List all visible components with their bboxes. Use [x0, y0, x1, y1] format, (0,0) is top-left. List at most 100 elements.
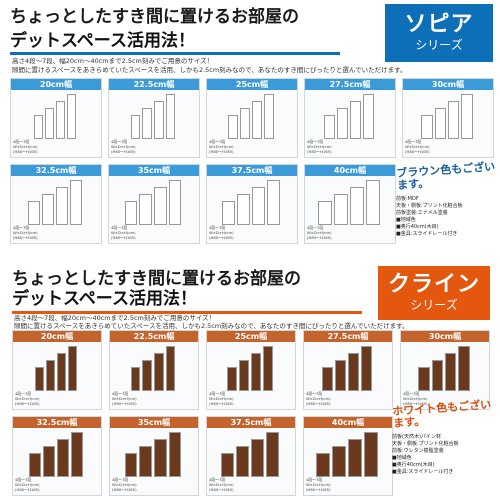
cabinet-unit	[56, 101, 65, 139]
product-cell[interactable]: 40cm幅 4段〜7段 W×D×H(cm) (H80〜H165)	[304, 164, 396, 244]
width-label: 22.5cm幅	[109, 79, 199, 90]
product-cell[interactable]: 35cm幅 4段〜7段 W×D×H(cm) (H80〜H165)	[109, 416, 199, 496]
material-line: 前板塗装:エナメル塗装	[396, 210, 448, 216]
cabinet-lineup-image	[226, 345, 276, 391]
product-cell[interactable]: 30cm幅 4段〜7段 W×D×H(cm) (H80〜H165)	[400, 330, 490, 410]
cabinet-unit	[250, 439, 265, 477]
cabinet-lineup-image	[35, 345, 79, 391]
product-cell[interactable]: 40cm幅 4段〜7段 W×D×H(cm) (H80〜H165)	[303, 416, 393, 496]
cabinet-lineup-image	[227, 93, 277, 139]
cabinet-unit	[363, 432, 378, 477]
klein-section: ちょっとしたすき間に置けるお部屋の デットスペース活用法！ クライン シリーズ …	[0, 258, 500, 500]
product-cell[interactable]: 32.5cm幅 4段〜7段 W×D×H(cm) (H80〜H165)	[12, 416, 102, 496]
spec-line: (H80〜H165)	[209, 149, 234, 154]
series-badge: ソピア シリーズ	[385, 4, 493, 62]
cabinet-unit	[335, 360, 346, 391]
headline-line2: デットスペース活用法！	[12, 289, 197, 309]
spec-line: W×D×H(cm)	[209, 144, 234, 149]
width-label: 37.5cm幅	[207, 165, 297, 176]
cabinet-unit	[350, 101, 361, 139]
product-cell[interactable]: 25cm幅 4段〜7段 W×D×H(cm) (H80〜H165)	[206, 78, 298, 158]
cabinet-unit	[34, 115, 43, 139]
spec-line: 4段〜7段	[209, 139, 226, 144]
cabinet-unit	[332, 446, 346, 477]
cabinet-unit	[153, 101, 164, 139]
cabinet-lineup-image	[220, 431, 282, 477]
cabinet-unit	[264, 94, 275, 139]
spec-line: 4段〜7段	[209, 225, 226, 230]
cabinet-unit	[124, 201, 138, 225]
spec-line: W×D×H(cm)	[111, 144, 136, 149]
width-label: 35cm幅	[110, 417, 198, 428]
cabinet-unit	[348, 439, 362, 477]
product-cell[interactable]: 20cm幅 4段〜7段 W×D×H(cm) (H80〜H165)	[12, 330, 102, 410]
width-label: 30cm幅	[401, 331, 489, 342]
spec-line: W×D×H(cm)	[306, 396, 331, 401]
cabinet-unit	[362, 94, 374, 139]
material-line: 天板・側板:プリント化粧合板	[392, 441, 459, 447]
spec-line: (H80〜H165)	[112, 487, 137, 492]
cabinet-unit	[68, 346, 77, 391]
spec-line: 4段〜7段	[13, 225, 30, 230]
cabinet-unit	[458, 346, 470, 391]
material-line: 前板(天然木)パイン材	[392, 434, 441, 440]
spec-line: W×D×H(cm)	[112, 482, 137, 487]
product-cell[interactable]: 27.5cm幅 4段〜7段 W×D×H(cm) (H80〜H165)	[304, 78, 396, 158]
product-cell[interactable]: 25cm幅 4段〜7段 W×D×H(cm) (H80〜H165)	[206, 330, 296, 410]
cabinet-unit	[238, 360, 249, 391]
spec-line: (H80〜H165)	[13, 235, 38, 240]
product-cell[interactable]: 32.5cm幅 4段〜7段 W×D×H(cm) (H80〜H165)	[10, 164, 102, 244]
cabinet-lineup-image	[124, 431, 183, 477]
cabinet-unit	[365, 180, 380, 225]
cabinet-lineup-image	[318, 179, 381, 225]
cabinet-unit	[418, 367, 430, 391]
headline-underline	[12, 311, 362, 314]
spec-line: (H80〜H165)	[111, 235, 136, 240]
blurb-line1: 高さ4段〜7段、幅20cm〜40cmまで2.5cm刻みでご用意のサイズ！	[12, 57, 214, 65]
material-line: ■地域色	[392, 455, 412, 461]
spec-line: 4段〜7段	[111, 225, 128, 230]
cabinet-unit	[142, 360, 152, 391]
spec-line: (H80〜H165)	[405, 149, 430, 154]
width-label: 30cm幅	[403, 79, 493, 90]
cabinet-unit	[153, 187, 167, 225]
product-cell[interactable]: 37.5cm幅 4段〜7段 W×D×H(cm) (H80〜H165)	[206, 416, 296, 496]
cabinet-unit	[431, 360, 443, 391]
spec-line: W×D×H(cm)	[13, 230, 38, 235]
width-label: 32.5cm幅	[11, 165, 101, 176]
cabinet-lineup-image	[29, 431, 85, 477]
cabinet-unit	[316, 453, 331, 477]
width-label: 20cm幅	[13, 331, 101, 342]
spec-line: 4段〜7段	[209, 477, 226, 482]
product-cell[interactable]: 37.5cm幅 4段〜7段 W×D×H(cm) (H80〜H165)	[206, 164, 298, 244]
spec-line: 4段〜7段	[15, 477, 32, 482]
spec-line: 4段〜7段	[112, 477, 129, 482]
cabinet-unit	[251, 187, 266, 225]
spec-line: (H80〜H165)	[111, 149, 136, 154]
spec-line: W×D×H(cm)	[306, 482, 331, 487]
spec-line: 4段〜7段	[307, 139, 324, 144]
product-cell[interactable]: 27.5cm幅 4段〜7段 W×D×H(cm) (H80〜H165)	[303, 330, 393, 410]
spec-line: 4段〜7段	[403, 391, 420, 396]
spec-line: W×D×H(cm)	[209, 482, 234, 487]
cabinet-unit	[43, 446, 55, 477]
spec-line: 4段〜7段	[405, 139, 422, 144]
cabinet-unit	[239, 108, 250, 139]
cabinet-unit	[318, 201, 333, 225]
width-label: 22.5cm幅	[110, 331, 198, 342]
width-label: 37.5cm幅	[207, 417, 295, 428]
spec-line: (H80〜H165)	[112, 401, 137, 406]
series-name: ソピア	[404, 12, 474, 37]
cabinet-unit	[168, 180, 182, 225]
cabinet-unit	[130, 367, 141, 391]
product-cell[interactable]: 35cm幅 4段〜7段 W×D×H(cm) (H80〜H165)	[108, 164, 200, 244]
product-cell[interactable]: 20cm幅 4段〜7段 W×D×H(cm) (H80〜H165)	[10, 78, 102, 158]
cabinet-unit	[46, 360, 55, 391]
cabinet-unit	[448, 101, 460, 139]
material-line: ■金具:スライドレール付き	[396, 231, 458, 237]
product-cell[interactable]: 22.5cm幅 4段〜7段 W×D×H(cm) (H80〜H165)	[108, 78, 200, 158]
width-label: 25cm幅	[207, 331, 295, 342]
product-cell[interactable]: 22.5cm幅 4段〜7段 W×D×H(cm) (H80〜H165)	[109, 330, 199, 410]
product-cell[interactable]: 30cm幅 4段〜7段 W×D×H(cm) (H80〜H165)	[402, 78, 494, 158]
cabinet-unit	[124, 453, 138, 477]
